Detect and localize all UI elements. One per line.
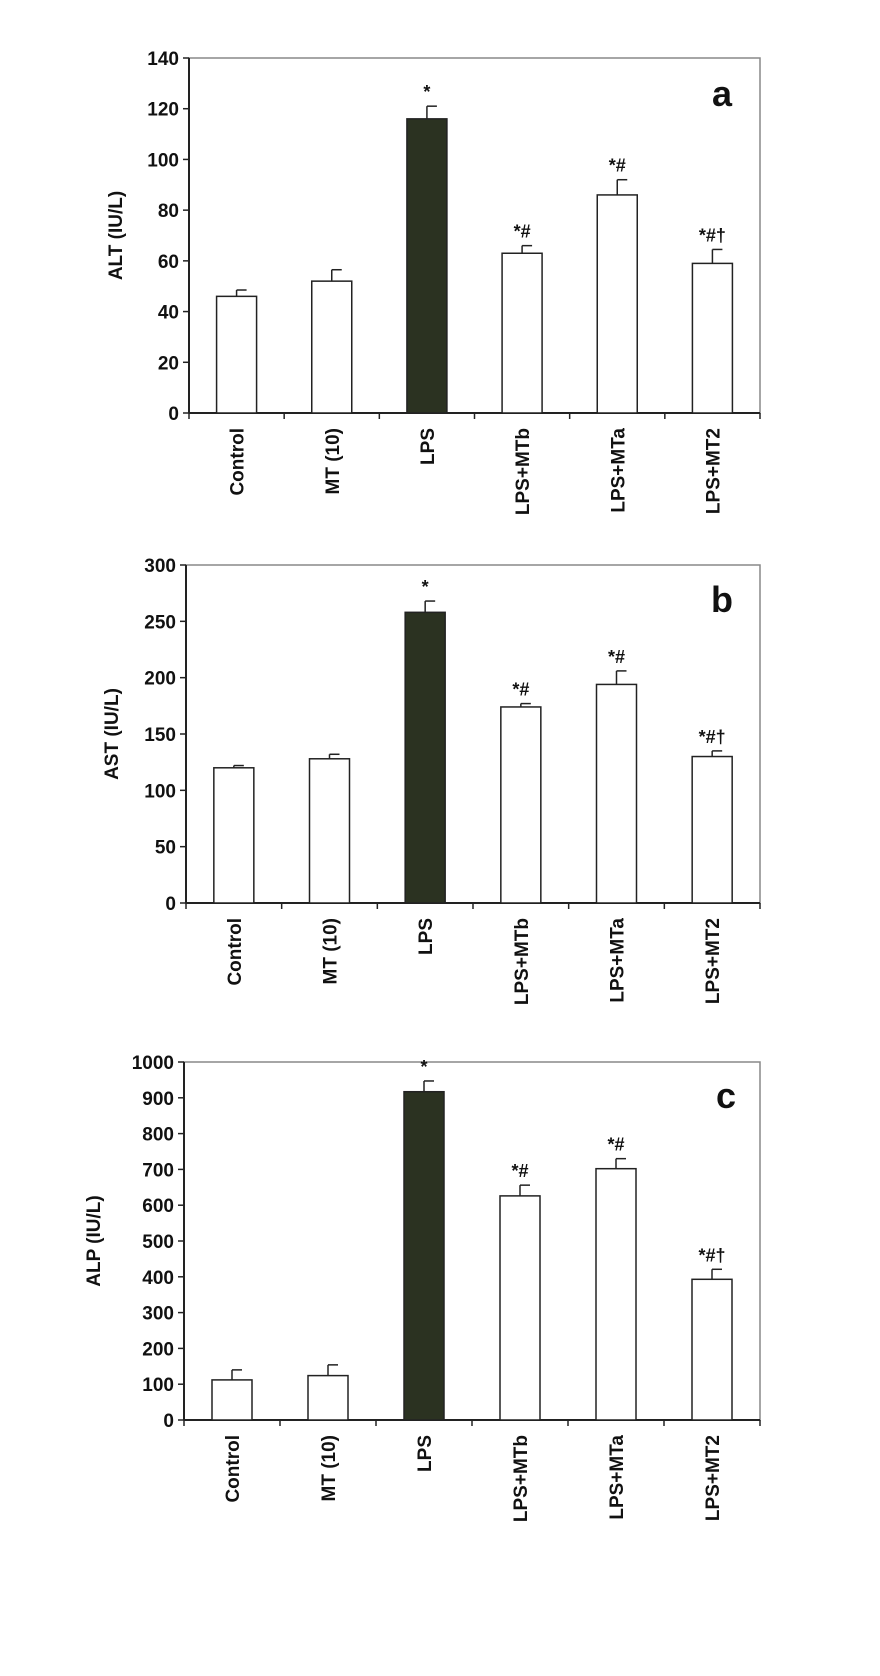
y-tick-label: 200 (144, 669, 176, 690)
panel-letter: b (711, 579, 733, 620)
significance-label: * (422, 577, 429, 597)
bar (307, 1374, 349, 1421)
category-label: Control (223, 1435, 244, 1503)
panel-letter: a (712, 73, 733, 114)
plot-frame (188, 57, 761, 414)
y-tick-label: 250 (144, 612, 176, 633)
category-label: LPS+MTa (607, 1435, 628, 1520)
significance-label: *#† (699, 225, 726, 245)
plot-frame (185, 564, 761, 904)
category-label: LPS+MTa (608, 918, 629, 1003)
category-label: Control (225, 918, 246, 986)
y-tick-label: 600 (142, 1196, 174, 1217)
y-tick-label: 80 (158, 201, 179, 222)
bar (595, 683, 638, 904)
significance-label: *#† (699, 727, 726, 747)
bar (501, 252, 543, 414)
y-tick-label: 100 (142, 1375, 174, 1396)
y-tick-label: 0 (163, 1411, 174, 1432)
category-label: MT (10) (319, 1435, 340, 1502)
category-label: LPS+MTb (511, 1435, 532, 1522)
bar (691, 755, 733, 904)
category-label: LPS+MTb (513, 428, 534, 515)
y-axis-label: AST (IU/L) (102, 688, 123, 780)
significance-label: *# (512, 680, 529, 700)
y-tick-label: 300 (142, 1304, 174, 1325)
category-label: LPS+MT2 (703, 428, 724, 514)
bar (691, 1278, 733, 1421)
chart-panel-a: 0 20 40 60 80 100 120 140 ALT (IU/L) a Control MT (… (106, 49, 761, 515)
bar (499, 1195, 541, 1421)
bar (595, 1167, 637, 1421)
chart-panel-b: 0 50 100 150 200 250 300 AST (IU/L) b Control MT (… (102, 556, 761, 1005)
chart-panel-c: 0 100 200 300 400 500 600 700 800 900 1000 ALP (IU/… (84, 1053, 761, 1522)
y-tick-label: 100 (147, 150, 179, 171)
category-label: LPS (416, 918, 437, 955)
category-label: LPS (415, 1435, 436, 1472)
significance-label: * (420, 1057, 427, 1077)
bar (406, 118, 448, 414)
y-axis-label: ALT (IU/L) (106, 191, 127, 280)
y-tick-label: 400 (142, 1268, 174, 1289)
category-label: MT (10) (323, 428, 344, 495)
bar (691, 262, 734, 414)
significance-label: *# (609, 156, 626, 176)
category-label: LPS+MT2 (703, 918, 724, 1004)
bar (311, 280, 353, 414)
y-tick-label: 120 (147, 100, 179, 121)
category-label: MT (10) (321, 918, 342, 985)
bar (213, 767, 255, 904)
category-label: LPS+MTb (512, 918, 533, 1005)
y-tick-label: 500 (142, 1232, 174, 1253)
panel-letter: c (716, 1075, 736, 1116)
bar (308, 758, 351, 904)
y-tick-label: 140 (147, 49, 179, 70)
y-tick-label: 700 (142, 1160, 174, 1181)
category-label: LPS+MTa (608, 428, 629, 513)
bar (404, 611, 446, 904)
y-tick-label: 300 (144, 556, 176, 577)
y-tick-label: 200 (142, 1339, 174, 1360)
plot-frame (183, 1061, 761, 1421)
significance-label: *# (511, 1161, 528, 1181)
bar (500, 706, 542, 904)
significance-label: *# (607, 1135, 624, 1155)
y-tick-label: 900 (142, 1089, 174, 1110)
y-tick-label: 100 (144, 781, 176, 802)
significance-label: *# (514, 222, 531, 242)
y-tick-label: 50 (155, 838, 176, 859)
y-tick-label: 20 (158, 353, 179, 374)
significance-label: *# (608, 647, 625, 667)
y-tick-label: 800 (142, 1125, 174, 1146)
bar (211, 1379, 253, 1421)
y-tick-label: 60 (158, 252, 179, 273)
y-tick-label: 0 (165, 894, 176, 915)
y-tick-label: 0 (168, 404, 179, 425)
y-tick-label: 150 (144, 725, 176, 746)
significance-label: * (423, 82, 430, 102)
category-label: LPS (418, 428, 439, 465)
bar (596, 194, 638, 414)
category-label: Control (228, 428, 249, 496)
y-tick-label: 40 (158, 303, 179, 324)
significance-label: *#† (698, 1245, 725, 1265)
bar (215, 295, 258, 414)
y-tick-label: 1000 (132, 1053, 174, 1074)
bar (403, 1090, 445, 1421)
category-label: LPS+MT2 (703, 1435, 724, 1521)
y-axis-label: ALP (IU/L) (84, 1195, 105, 1286)
